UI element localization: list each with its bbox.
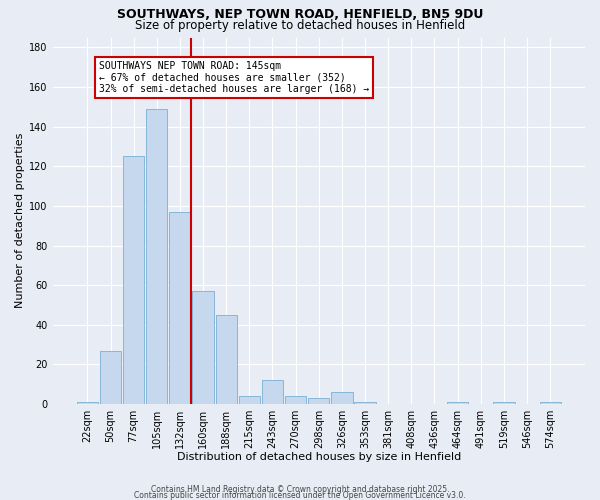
Text: Size of property relative to detached houses in Henfield: Size of property relative to detached ho… <box>135 18 465 32</box>
Bar <box>169 212 191 404</box>
Text: Contains HM Land Registry data © Crown copyright and database right 2025.: Contains HM Land Registry data © Crown c… <box>151 484 449 494</box>
Text: SOUTHWAYS NEP TOWN ROAD: 145sqm
← 67% of detached houses are smaller (352)
32% o: SOUTHWAYS NEP TOWN ROAD: 145sqm ← 67% of… <box>99 62 369 94</box>
Bar <box>239 396 260 404</box>
Bar <box>539 402 561 404</box>
Bar <box>123 156 144 404</box>
Bar <box>493 402 515 404</box>
Bar <box>262 380 283 404</box>
Bar <box>308 398 329 404</box>
Bar <box>193 291 214 404</box>
Bar <box>100 350 121 404</box>
Bar <box>447 402 468 404</box>
Bar <box>285 396 306 404</box>
Bar <box>77 402 98 404</box>
Text: Contains public sector information licensed under the Open Government Licence v3: Contains public sector information licen… <box>134 490 466 500</box>
Y-axis label: Number of detached properties: Number of detached properties <box>15 133 25 308</box>
Bar <box>355 402 376 404</box>
X-axis label: Distribution of detached houses by size in Henfield: Distribution of detached houses by size … <box>176 452 461 462</box>
Text: SOUTHWAYS, NEP TOWN ROAD, HENFIELD, BN5 9DU: SOUTHWAYS, NEP TOWN ROAD, HENFIELD, BN5 … <box>117 8 483 20</box>
Bar <box>146 109 167 404</box>
Bar <box>215 315 237 404</box>
Bar <box>331 392 353 404</box>
